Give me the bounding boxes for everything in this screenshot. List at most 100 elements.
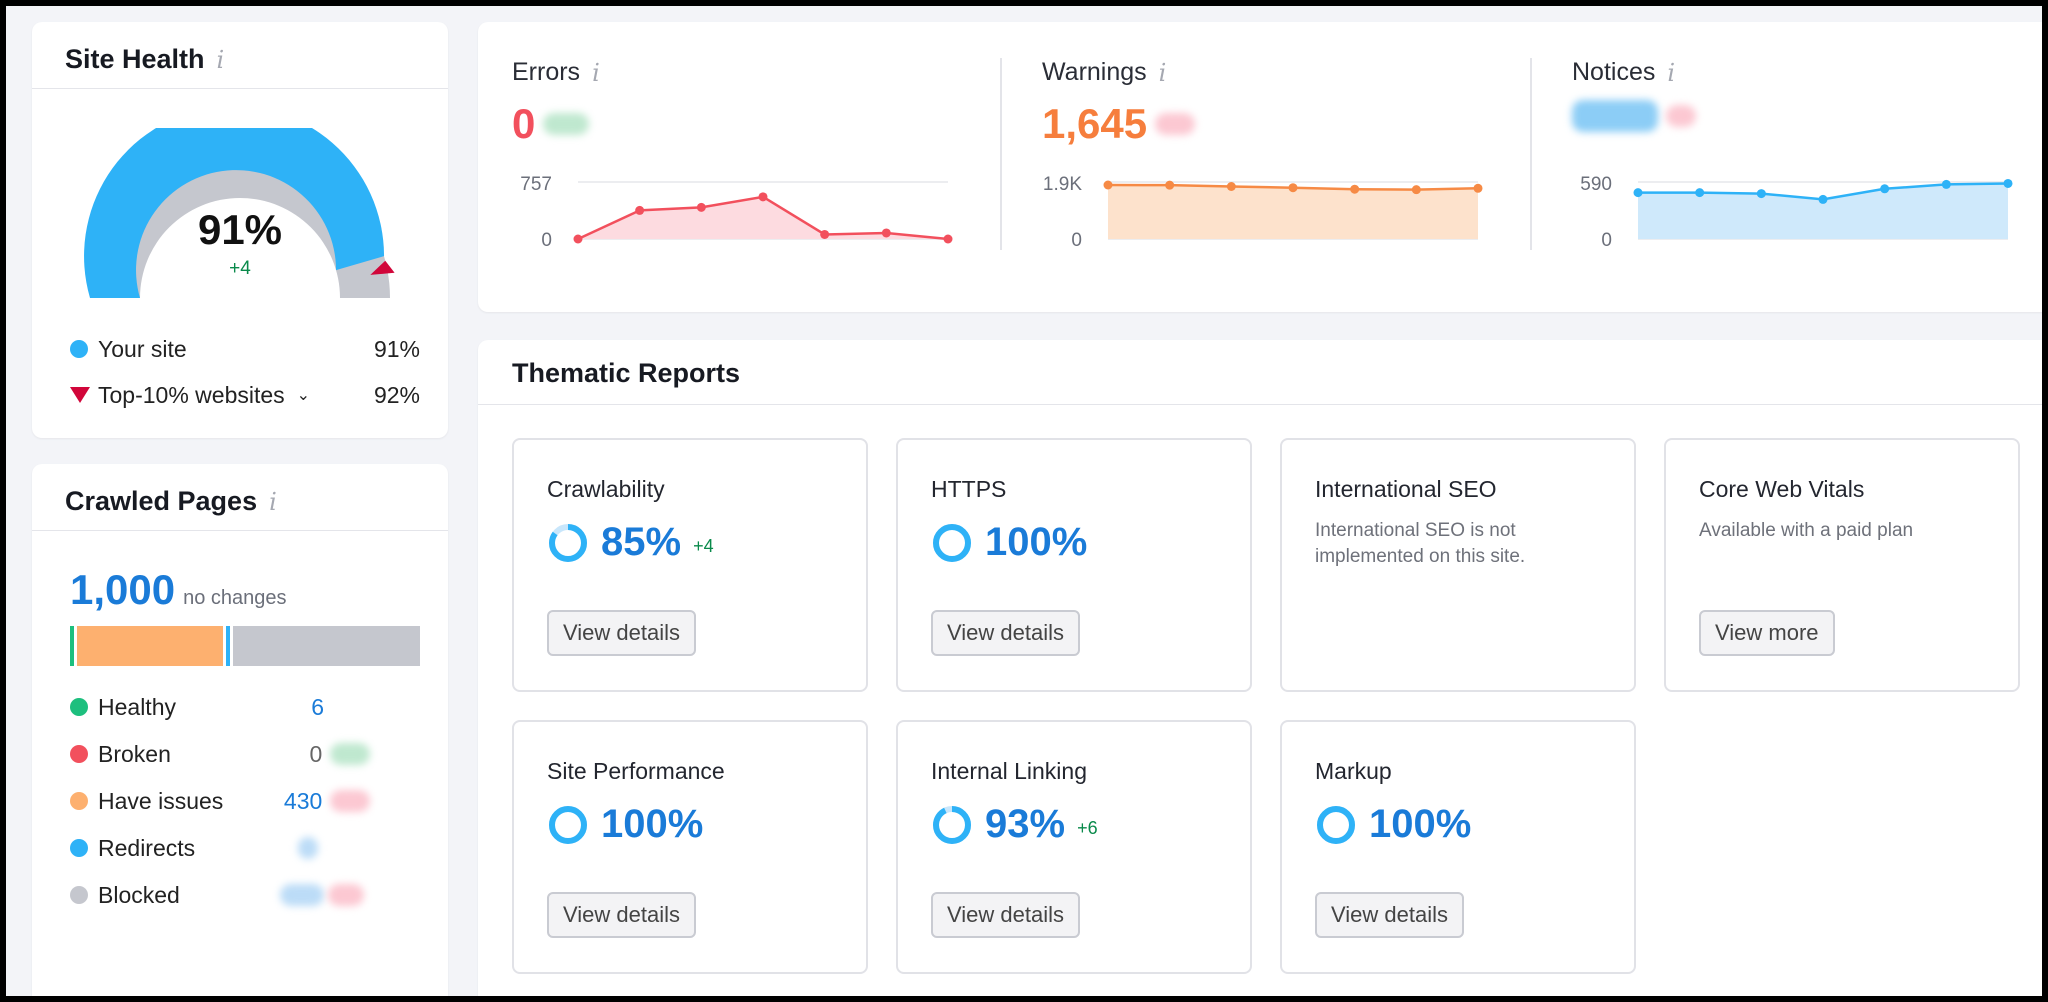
sparkline-point[interactable]	[2003, 178, 2013, 188]
sparkline-point[interactable]	[696, 202, 706, 212]
ring-fill	[549, 805, 587, 844]
sparkline-point[interactable]	[1941, 179, 1951, 189]
tile-score-value: 100%	[1369, 802, 1472, 846]
metric-value[interactable]: 1,645	[1042, 100, 1196, 148]
info-icon[interactable]: i	[592, 58, 600, 87]
bar-blocked[interactable]	[232, 626, 421, 666]
divider	[478, 404, 2042, 405]
sparkline-point[interactable]	[1411, 185, 1421, 195]
legend-label: Top-10% websites	[98, 381, 285, 408]
metric-value[interactable]	[1572, 100, 1696, 132]
blurred-value	[280, 884, 324, 906]
info-icon[interactable]: i	[269, 487, 277, 516]
legend-your-site: Your site 91%	[70, 334, 420, 364]
blue-dot-icon	[70, 839, 88, 857]
orange-dot-icon	[70, 792, 88, 810]
site-health-gauge	[84, 128, 395, 298]
tile-https[interactable]: HTTPS 100% View details	[896, 438, 1252, 692]
view-details-button[interactable]: View details	[931, 610, 1080, 656]
row-label: Have issues	[98, 787, 224, 814]
metric-value[interactable]: 0	[512, 100, 590, 148]
row-value[interactable]: 6	[311, 693, 324, 720]
metric-errors[interactable]: Errors i 0 757 0	[478, 22, 1008, 312]
crawled-total-value[interactable]: 1,000	[70, 566, 176, 613]
sparkline-point[interactable]	[635, 205, 645, 215]
info-icon[interactable]: i	[216, 45, 225, 74]
sparkline-point[interactable]	[1756, 189, 1766, 199]
dashboard: Site Health i 91% +4 Your site 91% Top-1…	[6, 6, 2042, 996]
site-health-title: Site Health i	[65, 44, 224, 75]
view-details-button[interactable]: View details	[1315, 892, 1464, 938]
chevron-down-icon[interactable]: ⌄	[296, 387, 311, 404]
bar-healthy[interactable]	[70, 626, 75, 666]
site-health-score: 91%	[197, 206, 283, 253]
row-value[interactable]: 430	[283, 787, 323, 814]
blue-dot-icon	[70, 340, 88, 358]
sparkline-point[interactable]	[1633, 188, 1643, 198]
tile-score-value: 100%	[601, 802, 704, 846]
row-label: Redirects	[98, 834, 196, 861]
tile-score: 85% +4	[547, 520, 714, 565]
tile-core-web-vitals[interactable]: Core Web Vitals Available with a paid pl…	[1664, 438, 2020, 692]
tile-score: 100%	[931, 520, 1087, 565]
sparkline-point[interactable]	[1350, 184, 1360, 194]
crawled-pages-title: Crawled Pages i	[65, 486, 277, 517]
info-icon[interactable]: i	[1667, 58, 1676, 87]
view-details-button[interactable]: View details	[547, 610, 696, 656]
sparkline-point[interactable]	[1288, 183, 1298, 193]
tile-crawlability[interactable]: Crawlability 85% +4 View details	[512, 438, 868, 692]
tile-score-value: 93%	[985, 802, 1066, 846]
tile-site-performance[interactable]: Site Performance 100% View details	[512, 720, 868, 974]
sparkline-point[interactable]	[1226, 182, 1236, 191]
metric-warnings[interactable]: Warnings i 1,645 1.9K 0	[1008, 22, 1538, 312]
sparkline-point[interactable]	[1165, 180, 1175, 190]
row-label: Blocked	[98, 881, 180, 908]
sparkline-point[interactable]	[1880, 184, 1890, 194]
metric-notices[interactable]: Notices i 590 0	[1538, 22, 2042, 312]
sparkline-point[interactable]	[1473, 183, 1483, 193]
red-dot-icon	[70, 745, 88, 763]
bar-issues[interactable]	[77, 626, 223, 666]
sparkline-point[interactable]	[881, 228, 891, 238]
gauge-fill	[84, 128, 385, 298]
info-icon[interactable]: i	[1158, 58, 1167, 87]
tile-score: 93% +6	[931, 802, 1098, 847]
blurred-delta	[330, 790, 370, 812]
sparkline-point[interactable]	[1695, 188, 1705, 198]
green-dot-icon	[70, 698, 88, 716]
sparkline-point[interactable]	[1818, 194, 1828, 204]
crawled-stack-bar	[70, 626, 421, 666]
ring-fill	[1317, 805, 1355, 844]
legend-top10[interactable]: Top-10% websites ⌄ 92%	[70, 380, 420, 410]
tile-markup[interactable]: Markup 100% View details	[1280, 720, 1636, 974]
crawled-row-blocked: Blocked	[70, 880, 370, 910]
blurred-value	[1572, 100, 1658, 132]
view-more-button[interactable]: View more	[1699, 610, 1835, 656]
bar-redirects[interactable]	[225, 626, 230, 666]
score-ring-icon	[933, 523, 971, 562]
sparkline-point[interactable]	[758, 192, 768, 202]
tile-title: Site Performance	[547, 758, 725, 784]
metric-label-text: Warnings	[1042, 58, 1147, 86]
tile-international-seo[interactable]: International SEO International SEO is n…	[1280, 438, 1636, 692]
tile-score: 100%	[547, 802, 703, 847]
sparkline-area	[1108, 185, 1478, 239]
y-axis-min-label: 0	[541, 230, 552, 251]
view-details-button[interactable]: View details	[547, 892, 696, 938]
view-details-button[interactable]: View details	[931, 892, 1080, 938]
crawled-total: 1,000 no changes	[70, 566, 287, 614]
sparkline-point[interactable]	[573, 234, 583, 244]
metric-label: Errors i	[512, 58, 600, 87]
metric-label: Notices i	[1572, 58, 1675, 87]
tile-title: International SEO	[1315, 476, 1497, 502]
tile-internal-linking[interactable]: Internal Linking 93% +6 View details	[896, 720, 1252, 974]
sparkline-point[interactable]	[1103, 180, 1113, 190]
sparkline-point[interactable]	[943, 234, 953, 244]
tile-title: Crawlability	[547, 476, 665, 502]
gray-dot-icon	[70, 886, 88, 904]
sparkline-point[interactable]	[820, 229, 830, 239]
tile-title: Core Web Vitals	[1699, 476, 1865, 502]
score-ring-icon	[549, 805, 587, 844]
site-health-title-text: Site Health	[65, 44, 205, 74]
tile-title: Markup	[1315, 758, 1392, 784]
